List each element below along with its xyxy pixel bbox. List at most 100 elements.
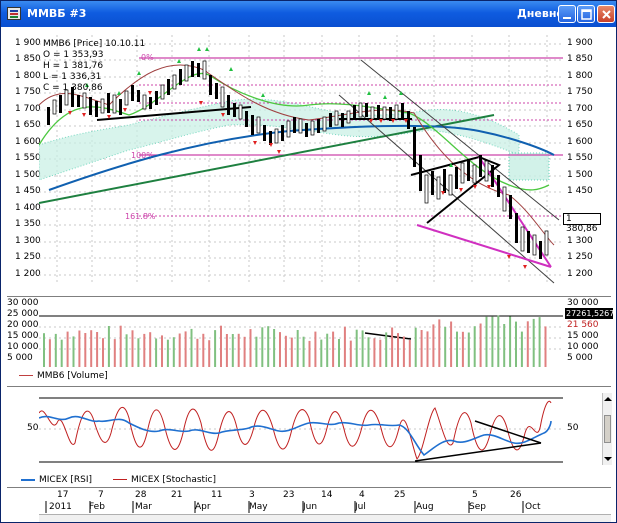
volume-bar (273, 329, 276, 367)
panel-divider[interactable] (7, 296, 611, 297)
day-label: 17 (57, 490, 69, 500)
month-label: Aug (416, 502, 434, 512)
month-label: 2011 (49, 502, 72, 512)
volume-bar (308, 340, 311, 367)
window-title: ММВБ #3 (27, 7, 87, 20)
osc-tick-right: 50 (567, 423, 579, 433)
volume-tick-right: 15 000 (567, 331, 599, 341)
day-label: 25 (394, 490, 406, 500)
volume-tick-right: 10 000 (567, 342, 599, 352)
price-tick-left: 1 800 (15, 71, 41, 81)
info-close: C = 1 380,86 (43, 83, 103, 93)
volume-bar (343, 326, 346, 367)
price-tick-left: 1 700 (15, 104, 41, 114)
month-label: Feb (89, 502, 105, 512)
volume-bar (503, 324, 506, 367)
price-tick-right: 1 650 (567, 120, 593, 130)
title-bar[interactable]: ММВБ #3 Дневной (1, 1, 616, 27)
close-button[interactable] (597, 5, 615, 23)
price-tick-right: 1 200 (567, 269, 593, 279)
volume-bar (161, 335, 163, 367)
last-volume-box: 27261,52670 (565, 308, 613, 319)
panel-divider[interactable] (7, 386, 611, 387)
volume-bar (284, 335, 287, 367)
maximize-icon (581, 9, 592, 20)
volume-bar (509, 316, 512, 367)
volume-bar (326, 333, 329, 367)
volume-bar (255, 336, 258, 367)
signal-arrows (68, 47, 527, 269)
volume-bar (355, 329, 358, 367)
volume-bar (497, 315, 500, 367)
price-tick-right: 1 300 (567, 236, 593, 246)
volume-bar (72, 336, 75, 367)
volume-bar (237, 333, 240, 367)
volume-bar (267, 326, 270, 367)
volume-bar (544, 326, 547, 367)
volume-bar (367, 337, 370, 367)
day-label: 28 (135, 490, 147, 500)
price-chart[interactable]: 0% 100% 161.8% (39, 35, 563, 285)
price-tick-right: 1 450 (567, 186, 593, 196)
scroll-down-icon[interactable] (603, 455, 613, 463)
volume-legend: MMB6 [Volume] (19, 371, 108, 381)
volume-bar (208, 340, 211, 367)
panel-divider[interactable] (7, 487, 611, 488)
fib-label-100: 100% (131, 151, 154, 160)
maximize-button[interactable] (577, 5, 595, 23)
price-tick-right: 1 500 (567, 170, 593, 180)
volume-bar (172, 337, 175, 367)
minimize-button[interactable] (558, 5, 576, 23)
scroll-up-icon[interactable] (603, 395, 613, 403)
volume-bar (456, 331, 458, 367)
price-tick-left: 1 850 (15, 54, 41, 64)
volume-bar (119, 325, 122, 367)
volume-bar (190, 328, 193, 367)
price-tick-right: 1 700 (567, 104, 593, 114)
info-high: H = 1 381,76 (43, 61, 103, 71)
channel-line-lower (338, 94, 555, 284)
rsi-legend-swatch (21, 478, 35, 481)
volume-bar (538, 317, 541, 367)
volume-bar (125, 334, 128, 367)
month-label: May (249, 502, 268, 512)
volume-chart[interactable] (39, 299, 563, 369)
volume-bar (391, 327, 394, 367)
price-tick-right: 1 800 (567, 71, 593, 81)
volume-tick-left: 25 000 (7, 309, 39, 319)
day-label: 23 (283, 490, 295, 500)
info-name: MMB6 [Price] 10.10.11 (43, 39, 145, 49)
volume-bar (515, 321, 517, 367)
price-tick-right: 1 600 (567, 137, 593, 147)
price-tick-left: 1 600 (15, 137, 41, 147)
day-label: 7 (98, 490, 104, 500)
fib-label-161: 161.8% (125, 212, 156, 221)
volume-bar (78, 330, 81, 367)
volume-bar (261, 327, 264, 367)
volume-bar (314, 331, 317, 367)
osc-vertical-scrollbar[interactable] (602, 393, 612, 465)
rsi-line (39, 415, 552, 457)
oscillator-chart[interactable] (39, 393, 563, 468)
app-icon (7, 7, 21, 20)
price-tick-right: 1 900 (567, 38, 593, 48)
volume-bar (66, 331, 69, 367)
horizontal-scrollbar[interactable] (39, 514, 611, 522)
scroll-thumb[interactable] (604, 415, 611, 443)
price-tick-right: 1 750 (567, 87, 593, 97)
volume-bar (225, 334, 228, 367)
volume-bar (96, 332, 99, 367)
volume-bar (385, 332, 388, 367)
stochastic-legend: MICEX [Stochastic] (113, 475, 216, 485)
close-icon (602, 10, 611, 19)
volume-bar (450, 321, 453, 367)
volume-bar (202, 333, 205, 367)
volume-legend-swatch (19, 375, 33, 376)
channel-line-upper (360, 59, 560, 221)
volume-bar (532, 318, 535, 367)
price-tick-left: 1 750 (15, 87, 41, 97)
volume-bar (149, 332, 152, 367)
volume-bar (361, 330, 364, 367)
ichimoku-cloud-future (508, 152, 550, 181)
